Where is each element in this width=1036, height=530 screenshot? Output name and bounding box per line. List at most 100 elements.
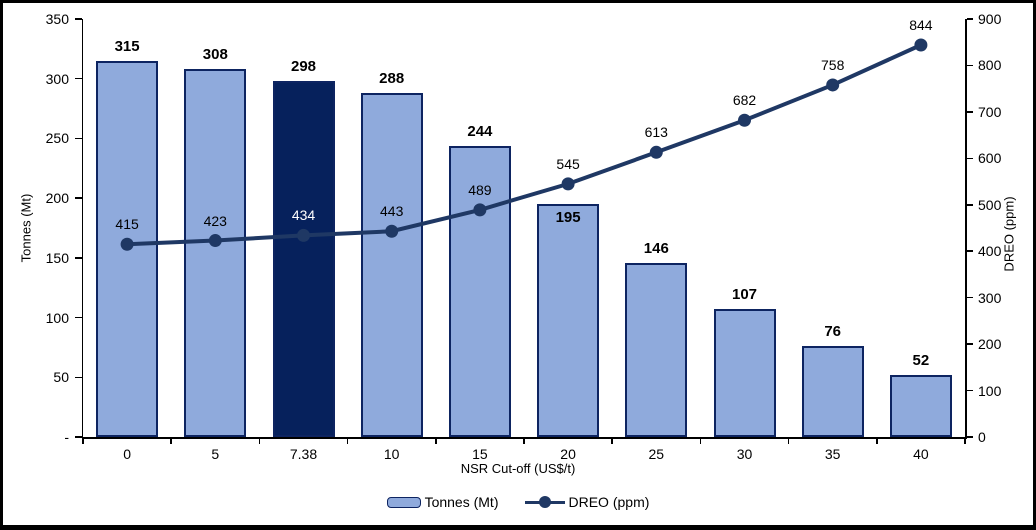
left-axis-tick-label: 250: [45, 130, 69, 147]
left-axis-tick: [75, 436, 82, 438]
right-axis-tick-label: 600: [978, 150, 1002, 167]
dreo-value-label: 415: [115, 216, 139, 233]
right-axis-tick-label: 0: [978, 429, 986, 445]
x-axis-category-label: 0: [123, 446, 131, 462]
tonnes-value-label: 288: [379, 70, 405, 88]
x-axis-category-label: 15: [472, 446, 488, 462]
tonnes-bar: [537, 204, 600, 437]
left-axis-tick-label: 100: [45, 309, 69, 326]
tonnes-bar: [360, 93, 423, 437]
dreo-line-marker: [120, 237, 134, 251]
dreo-value-label: 844: [909, 17, 933, 33]
dreo-value-label: 489: [468, 181, 492, 198]
x-axis-category-label: 5: [211, 446, 220, 462]
tonnes-value-label: 76: [824, 323, 842, 341]
bar-swatch-icon: [386, 496, 421, 508]
left-axis-tick-label: -: [64, 429, 69, 445]
right-axis-tick-label: 200: [978, 336, 1002, 353]
tonnes-value-label: 52: [912, 351, 930, 369]
tonnes-bar: [448, 145, 511, 437]
dreo-line-marker: [914, 38, 928, 52]
dreo-line-marker: [826, 78, 840, 92]
left-axis-tick: [75, 197, 82, 199]
tonnes-bar: [272, 81, 335, 437]
right-axis-line: [965, 19, 967, 439]
tonnes-value-label: 146: [643, 239, 669, 257]
x-axis-category-label: 10: [383, 446, 400, 462]
right-axis-tick-label: 700: [978, 103, 1002, 120]
legend-label-tonnes: Tonnes (Mt): [424, 494, 499, 510]
tonnes-value-label: 315: [114, 37, 140, 55]
dreo-line: [120, 38, 928, 251]
left-axis-tick: [75, 257, 82, 259]
tonnes-bar: [889, 374, 952, 437]
dreo-value-label: 434: [291, 207, 316, 224]
tonnes-bar: [96, 60, 159, 437]
dreo-line-marker: [473, 203, 487, 217]
right-axis-tick-label: 300: [978, 289, 1002, 306]
left-axis-tick: [75, 376, 82, 379]
legend-item-dreo: DREO (ppm): [524, 494, 650, 510]
right-axis-tick: [966, 204, 973, 206]
tonnes-value-label: 308: [202, 46, 228, 64]
dreo-line-marker: [208, 234, 222, 248]
legend-label-dreo: DREO (ppm): [568, 494, 650, 510]
right-axis-tick: [966, 64, 973, 67]
right-axis-tick-label: 900: [978, 11, 1002, 27]
legend: Tonnes (Mt) DREO (ppm): [3, 490, 1033, 514]
dreo-value-label: 423: [203, 212, 227, 229]
tonnes-value-label: 298: [290, 58, 317, 76]
right-axis-tick-label: 500: [978, 196, 1002, 213]
tonnes-bar: [625, 262, 688, 437]
right-axis-tick: [966, 250, 973, 252]
x-axis-tick: [170, 437, 172, 444]
right-axis-tick: [966, 343, 973, 345]
x-axis-tick: [346, 437, 349, 444]
right-axis-tick: [966, 111, 973, 113]
left-axis-tick: [75, 137, 82, 140]
tonnes-bar: [184, 69, 247, 437]
left-axis-tick-label: 300: [45, 70, 69, 87]
x-axis-tick: [699, 437, 702, 444]
line-swatch-icon: [524, 496, 565, 509]
x-axis-tick: [876, 437, 878, 444]
right-axis-tick-label: 800: [978, 57, 1002, 74]
dreo-value-label: 613: [644, 124, 668, 141]
left-axis-tick-label: 50: [53, 369, 69, 386]
tonnes-bar: [713, 309, 776, 437]
x-axis-tick: [258, 437, 261, 444]
dreo-line-marker: [561, 177, 575, 191]
right-axis-tick: [966, 157, 973, 160]
dreo-value-label: 443: [380, 203, 404, 220]
x-axis-title: NSR Cut-off (US$/t): [460, 461, 576, 476]
left-axis-tick: [75, 18, 82, 20]
x-axis-category-label: 30: [736, 446, 753, 462]
right-axis-tick-label: 100: [978, 382, 1002, 399]
left-axis-tick-label: 350: [45, 11, 69, 27]
dreo-value-label: 758: [821, 56, 845, 73]
x-axis-category-label: 20: [560, 446, 576, 462]
dreo-value-label: 682: [732, 92, 757, 109]
right-axis-tick: [966, 296, 973, 299]
left-axis-tick-label: 150: [45, 249, 69, 266]
dreo-line-marker: [649, 145, 663, 159]
x-axis-tick: [964, 437, 966, 444]
plot-area: 350 300 250 200 150 100 50-900 800 700 600 500 400 3…: [3, 3, 1033, 525]
dreo-line-marker: [385, 224, 399, 238]
dreo-line-marker: [738, 113, 751, 127]
legend-item-tonnes: Tonnes (Mt): [386, 494, 499, 510]
left-axis-tick-label: 200: [45, 190, 69, 207]
tonnes-value-label: 107: [731, 286, 758, 304]
x-axis-tick: [82, 437, 84, 444]
left-axis-tick: [75, 316, 82, 319]
x-axis-category-label: 40: [913, 446, 929, 462]
x-axis-category-label: 7.38: [289, 446, 318, 462]
x-axis-tick: [787, 437, 790, 444]
tonnes-value-label: 195: [555, 209, 581, 227]
x-axis-tick: [523, 437, 525, 444]
right-axis-tick: [966, 389, 973, 392]
x-axis-category-label: 35: [824, 446, 841, 462]
right-axis-tick: [966, 18, 973, 20]
tonnes-value-label: 244: [467, 122, 493, 140]
